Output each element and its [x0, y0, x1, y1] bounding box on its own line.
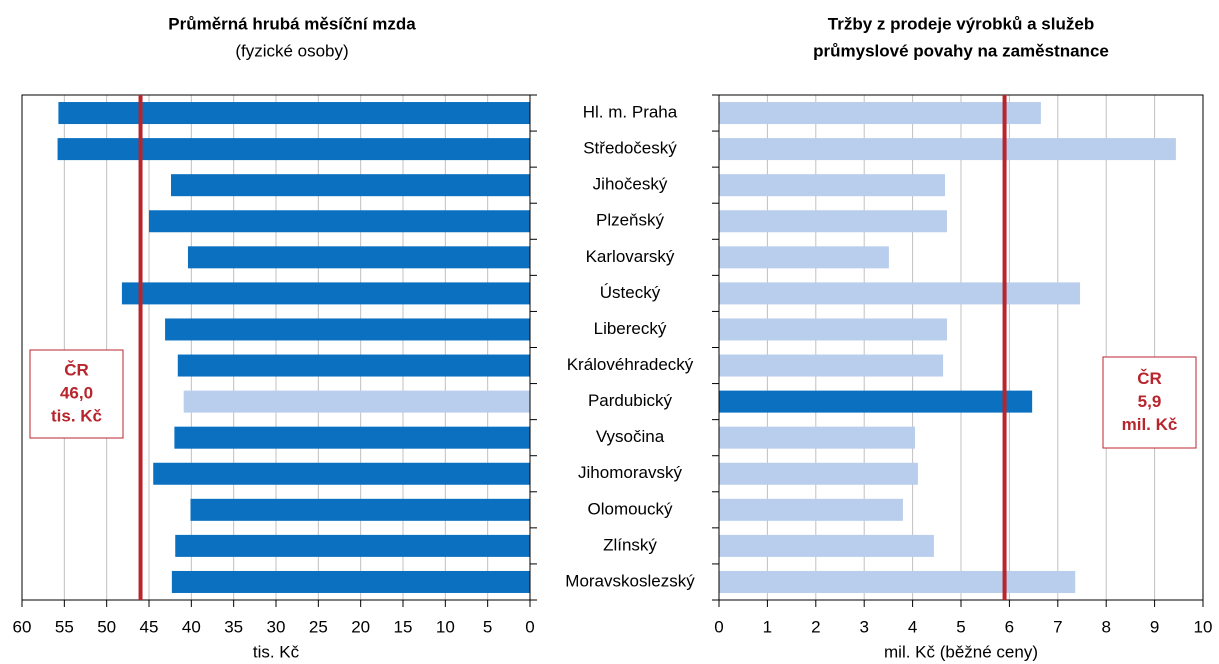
x-tick-label: 0: [714, 617, 723, 636]
x-tick-label: 5: [483, 617, 492, 636]
bar: [187, 246, 531, 269]
x-tick-label: 9: [1150, 617, 1159, 636]
bar: [121, 282, 530, 305]
bar: [719, 426, 916, 449]
annotation-text: ČR: [64, 360, 89, 379]
bar: [719, 102, 1041, 125]
bar: [190, 498, 530, 521]
x-tick-label: 0: [525, 617, 534, 636]
chart-title: průmyslové povahy na zaměstnance: [813, 41, 1109, 60]
x-axis-label: mil. Kč (běžné ceny): [884, 642, 1038, 661]
bar: [719, 354, 944, 377]
x-tick-label: 6: [1005, 617, 1014, 636]
bar: [719, 210, 947, 233]
bar: [183, 390, 531, 413]
category-label: Královéhradecký: [567, 355, 694, 374]
x-tick-label: 30: [267, 617, 286, 636]
category-label: Moravskoslezský: [565, 571, 695, 590]
bar: [719, 246, 889, 269]
x-tick-label: 7: [1053, 617, 1062, 636]
bar: [719, 318, 947, 341]
bar: [149, 210, 530, 233]
bar: [171, 174, 530, 197]
x-axis-label: tis. Kč: [253, 642, 300, 661]
category-label: Hl. m. Praha: [583, 103, 678, 122]
bar: [719, 138, 1176, 161]
category-label: Pardubický: [588, 391, 673, 410]
x-tick-label: 35: [224, 617, 243, 636]
category-label: Liberecký: [594, 319, 667, 338]
x-tick-label: 55: [55, 617, 74, 636]
x-tick-label: 25: [309, 617, 328, 636]
annotation-text: mil. Kč: [1122, 415, 1178, 434]
x-tick-label: 10: [1194, 617, 1213, 636]
bar: [174, 426, 530, 449]
category-label: Jihočeský: [593, 175, 668, 194]
bar: [719, 570, 1076, 593]
bar: [719, 282, 1081, 305]
category-label: Zlínský: [603, 535, 657, 554]
annotation-text: ČR: [1137, 369, 1162, 388]
bar: [175, 534, 530, 557]
x-tick-label: 8: [1101, 617, 1110, 636]
x-tick-label: 50: [97, 617, 116, 636]
bar: [719, 534, 934, 557]
x-tick-label: 2: [811, 617, 820, 636]
category-label: Jihomoravský: [578, 463, 682, 482]
chart-title: Průměrná hrubá měsíční mzda: [168, 14, 416, 33]
annotation-box: [1102, 356, 1197, 449]
category-label: Ústecký: [600, 283, 661, 302]
category-label: Plzeňský: [596, 211, 665, 230]
category-label: Vysočina: [596, 427, 665, 446]
bar: [719, 498, 903, 521]
x-tick-label: 60: [13, 617, 32, 636]
x-tick-label: 5: [956, 617, 965, 636]
category-label: Olomoucký: [587, 499, 673, 518]
x-tick-label: 4: [908, 617, 917, 636]
bar: [171, 570, 531, 593]
bar: [177, 354, 530, 377]
x-tick-label: 45: [140, 617, 159, 636]
x-tick-label: 3: [859, 617, 868, 636]
bar: [719, 174, 946, 197]
x-tick-label: 10: [436, 617, 455, 636]
x-tick-label: 1: [763, 617, 772, 636]
chart-title: Tržby z prodeje výrobků a služeb: [828, 14, 1094, 33]
category-label: Středočeský: [583, 139, 677, 158]
bar: [165, 318, 530, 341]
x-tick-label: 20: [351, 617, 370, 636]
bar: [719, 390, 1033, 413]
bar: [57, 138, 531, 161]
x-tick-label: 40: [182, 617, 201, 636]
bar: [153, 462, 530, 485]
annotation-box: [29, 349, 124, 439]
annotation-text: 46,0: [60, 383, 93, 402]
bar: [719, 462, 918, 485]
annotation-text: tis. Kč: [51, 406, 102, 425]
category-label: Karlovarský: [586, 247, 675, 266]
chart-subtitle: (fyzické osoby): [235, 41, 348, 60]
bar: [58, 102, 530, 125]
annotation-text: 5,9: [1138, 392, 1162, 411]
x-tick-label: 15: [394, 617, 413, 636]
